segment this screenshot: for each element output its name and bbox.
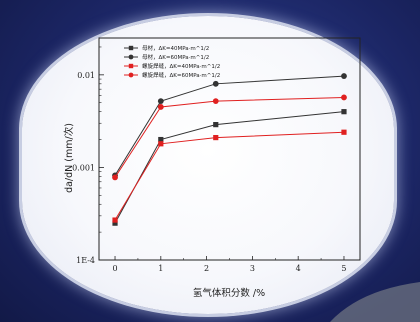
data-point	[212, 80, 219, 87]
legend-label: 螺旋焊缝，ΔK=60MPa·m^1/2	[142, 71, 220, 79]
chart-frame	[22, 16, 394, 314]
plot-border	[98, 37, 361, 261]
data-point	[158, 141, 164, 147]
legend: 母材，ΔK=40MPa·m^1/2母材，ΔK=60MPa·m^1/2螺旋焊缝，Δ…	[124, 44, 220, 79]
legend-entry: 母材，ΔK=60MPa·m^1/2	[124, 53, 209, 61]
y-tick-label: 0.001	[72, 163, 95, 172]
y-axis-title: da/dN (mm/次)	[63, 123, 75, 193]
data-point	[213, 122, 219, 128]
legend-label: 螺旋焊缝，ΔK=40MPa·m^1/2	[142, 62, 220, 70]
series-line	[114, 131, 344, 221]
data-point	[112, 220, 118, 226]
data-point	[157, 98, 164, 105]
legend-label: 母材，ΔK=60MPa·m^1/2	[142, 53, 209, 61]
x-tick-label: 3	[250, 264, 255, 273]
legend-marker	[128, 72, 134, 78]
x-axis-title: 氢气体积分数 /%	[193, 287, 265, 299]
x-tick-label: 4	[296, 264, 301, 273]
data-point	[212, 98, 219, 105]
series-line	[114, 111, 345, 224]
series-4	[112, 94, 347, 181]
x-tick-label: 5	[341, 264, 346, 273]
y-tick-label: 0.01	[77, 71, 95, 80]
data-point	[341, 94, 347, 101]
series-line	[114, 96, 344, 178]
data-point	[341, 73, 347, 79]
legend-entry: 螺旋焊缝，ΔK=60MPa·m^1/2	[124, 71, 220, 79]
data-point	[341, 129, 347, 135]
data-point	[213, 134, 219, 141]
data-point	[341, 109, 347, 115]
legend-marker	[128, 45, 134, 51]
data-point	[112, 217, 118, 223]
data-point	[157, 104, 164, 110]
legend-marker	[128, 54, 134, 60]
legend-label: 母材，ΔK=40MPa·m^1/2	[142, 44, 209, 52]
series-line	[114, 75, 345, 176]
x-tick-label: 1	[158, 264, 163, 273]
y-tick-label: 1E-4	[76, 256, 95, 265]
data-point	[112, 174, 118, 181]
data-point	[158, 136, 164, 143]
x-tick-label: 2	[204, 264, 209, 273]
series-layer	[112, 73, 347, 226]
x-tick-label: 0	[112, 264, 117, 273]
legend-marker	[128, 63, 134, 69]
axes: 0 1 2 3 4 5 1E-4 0.001 0.01	[72, 37, 361, 273]
legend-entry: 母材，ΔK=40MPa·m^1/2	[124, 44, 209, 52]
series-3	[112, 129, 347, 223]
series-2	[112, 73, 347, 179]
legend-entry: 螺旋焊缝，ΔK=40MPa·m^1/2	[124, 62, 220, 70]
